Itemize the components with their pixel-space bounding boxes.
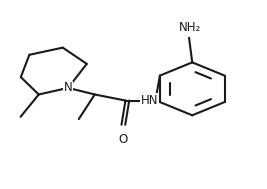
Text: O: O [119, 133, 128, 146]
Text: NH₂: NH₂ [179, 21, 202, 34]
Text: N: N [64, 81, 72, 94]
Text: HN: HN [141, 94, 158, 107]
